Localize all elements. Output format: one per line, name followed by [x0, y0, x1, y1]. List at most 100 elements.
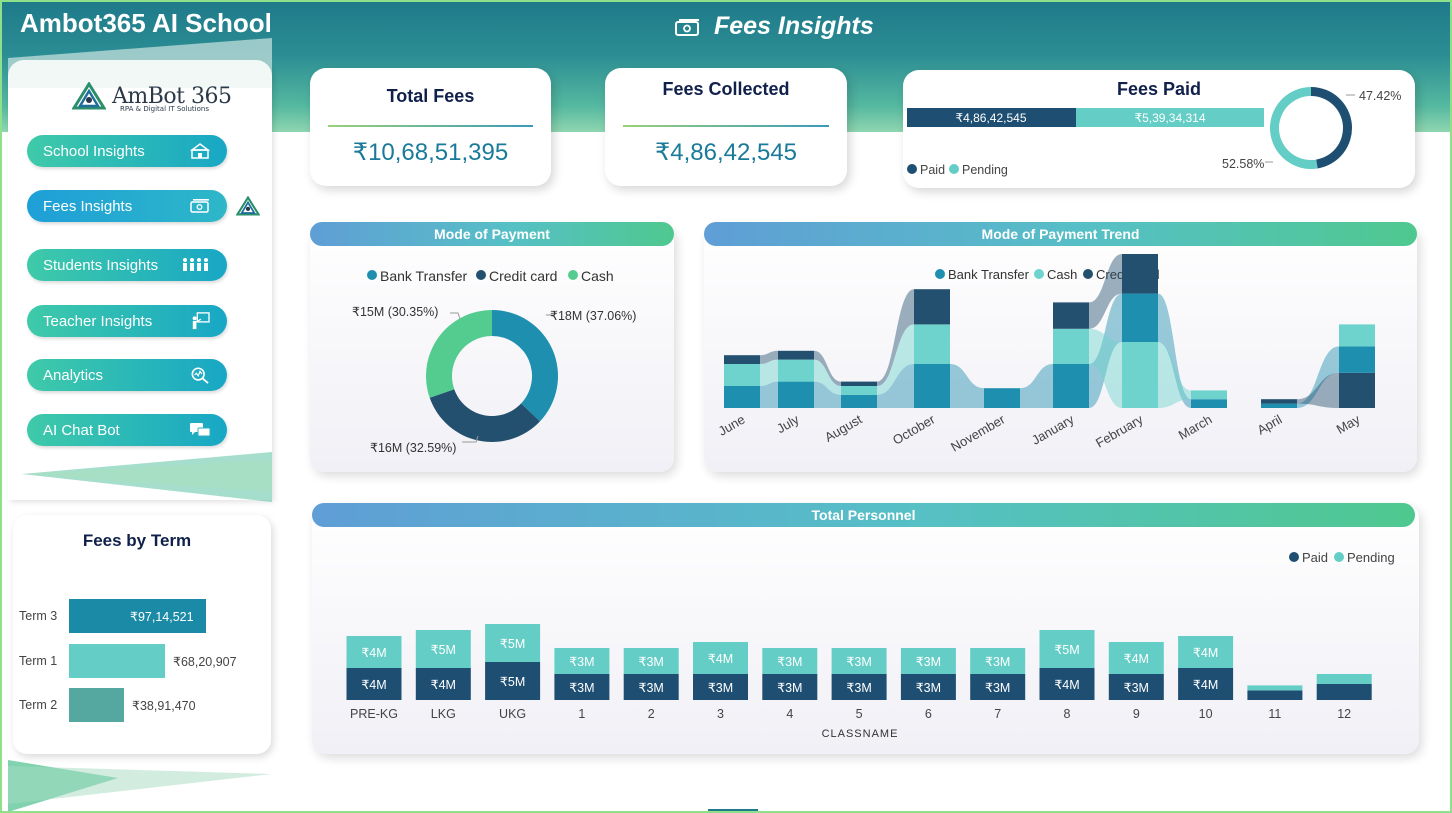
- pending-bar: [900, 648, 956, 674]
- paid-bar-label: ₹3M: [569, 681, 594, 695]
- class-label: UKG: [499, 707, 526, 721]
- mode-of-payment-chart: Bank Transfer Credit card Cash ₹18M (37.…: [352, 268, 636, 455]
- paid-bar: [346, 668, 402, 700]
- trend-ribbon: [950, 364, 984, 408]
- trend-segment: [778, 381, 814, 408]
- mode-of-payment-trend-chart: Bank Transfer Cash Credit card JuneJulyA…: [716, 254, 1375, 455]
- pending-bar: [1108, 642, 1164, 674]
- pending-bar-label: ₹3M: [639, 655, 664, 669]
- pending-bar: [346, 636, 402, 668]
- trend-ribbon: [1297, 372, 1339, 408]
- trend-ribbon: [1297, 346, 1339, 408]
- legend-dot-credit: [476, 270, 486, 280]
- legend-cash: Cash: [1047, 267, 1077, 282]
- paid-bar: [907, 108, 1076, 127]
- pending-bar-label: ₹5M: [500, 637, 525, 651]
- term-value: ₹38,91,470: [132, 699, 196, 713]
- nav-students-insights[interactable]: Students Insights: [27, 249, 227, 281]
- legend-dot-cash: [1034, 269, 1044, 279]
- paid-bar-label: ₹3M: [1124, 681, 1149, 695]
- page-title: Fees Insights: [714, 12, 874, 40]
- trend-segment: [1053, 328, 1089, 364]
- nav-analytics[interactable]: Analytics: [27, 359, 227, 391]
- trend-segment: [1122, 254, 1158, 294]
- logo-subtext: RPA & Digital IT Solutions: [120, 105, 209, 113]
- paid-percent-label: 47.42%: [1359, 89, 1401, 103]
- paid-bar-label: ₹3M: [639, 681, 664, 695]
- trend-month-label: March: [1176, 412, 1215, 443]
- trend-month-label: April: [1254, 412, 1284, 438]
- mode-of-payment-header: Mode of Payment: [310, 222, 674, 246]
- trend-segment: [1339, 324, 1375, 347]
- x-axis-label: CLASSNAME: [822, 728, 899, 740]
- nav-label: AI Chat Bot: [43, 421, 120, 439]
- page-header: Fees Insights: [674, 12, 874, 41]
- paid-bar-label: ₹3M: [916, 681, 941, 695]
- class-label: 5: [856, 707, 863, 721]
- trend-segment: [841, 386, 877, 395]
- trend-segment: [1339, 346, 1375, 373]
- paid-bar: [1316, 684, 1372, 700]
- nav-label: Fees Insights: [43, 197, 133, 215]
- fees-by-term-card: Fees by Term Term 3 ₹97,14,521 Term 1 ₹68,2…: [13, 515, 271, 754]
- paid-bar: [1108, 674, 1164, 700]
- pending-bar: [623, 648, 679, 674]
- fees-collected-title: Fees Collected: [662, 79, 790, 99]
- nav-fees-insights[interactable]: Fees Insights: [27, 190, 227, 222]
- trend-month-label: August: [822, 411, 865, 444]
- nav-label: Students Insights: [43, 256, 159, 274]
- trend-month-label: June: [716, 412, 748, 439]
- trend-ribbon: [877, 289, 914, 386]
- teacher-icon: [192, 312, 210, 330]
- paid-bar: [1247, 690, 1303, 700]
- school-icon: [189, 143, 211, 159]
- pending-bar-label: ₹4M: [1124, 652, 1149, 666]
- trend-ribbon: [1020, 364, 1053, 408]
- nav-school-insights[interactable]: School Insights: [27, 135, 227, 167]
- pending-bar: [970, 648, 1026, 674]
- legend-dot-paid: [907, 164, 917, 174]
- legend-dot-cash: [568, 270, 578, 280]
- pending-bar: [1076, 108, 1264, 127]
- fees-paid-slice-paid: [1311, 87, 1352, 169]
- pending-bar: [485, 624, 541, 662]
- pending-bar-label: ₹3M: [985, 655, 1010, 669]
- trend-segment: [914, 364, 950, 408]
- legend-dot-bank: [935, 269, 945, 279]
- ambot-logo-icon: [72, 82, 106, 110]
- divider: [328, 125, 533, 127]
- fees-paid-card: Fees Paid ₹4,86,42,545 ₹5,39,34,314 Paid…: [903, 70, 1415, 188]
- active-page-logo-icon: [236, 196, 260, 216]
- legend-paid: Paid: [1302, 550, 1328, 565]
- trend-month-label: October: [890, 411, 938, 447]
- trend-segment: [914, 289, 950, 325]
- fees-paid-title: Fees Paid: [1116, 79, 1202, 99]
- nav-ai-chat-bot[interactable]: AI Chat Bot: [27, 414, 227, 446]
- fees-paid-slice-pending: [1270, 87, 1318, 169]
- class-label: 11: [1268, 707, 1281, 721]
- total-fees-card: Total Fees ₹10,68,51,395: [310, 68, 551, 186]
- pending-bar: [1247, 685, 1303, 691]
- class-label: PRE-KG: [350, 707, 398, 721]
- class-label: 7: [994, 707, 1001, 721]
- class-label: LKG: [431, 707, 456, 721]
- money-icon: [190, 199, 209, 213]
- pending-bar-label: ₹3M: [916, 655, 941, 669]
- pending-bar-label: ₹3M: [569, 655, 594, 669]
- trend-segment: [841, 394, 877, 408]
- trend-month-label: November: [948, 411, 1008, 454]
- trend-month-label: January: [1029, 411, 1077, 447]
- term-value: ₹97,14,521: [130, 610, 194, 624]
- paid-bar: [831, 674, 887, 700]
- legend-dot-pending: [1334, 552, 1344, 562]
- paid-bar-label: ₹4M: [1193, 678, 1218, 692]
- pending-bar: [1178, 636, 1234, 668]
- nav-teacher-insights[interactable]: Teacher Insights: [27, 305, 227, 337]
- paid-bar-label: ₹4M: [361, 678, 386, 692]
- trend-segment: [724, 386, 760, 408]
- class-label: 8: [1064, 707, 1071, 721]
- trend-segment: [1261, 403, 1297, 408]
- payment-slice-credit-card: [429, 389, 540, 442]
- legend-cash: Cash: [581, 268, 614, 284]
- nav-label: Analytics: [43, 366, 104, 384]
